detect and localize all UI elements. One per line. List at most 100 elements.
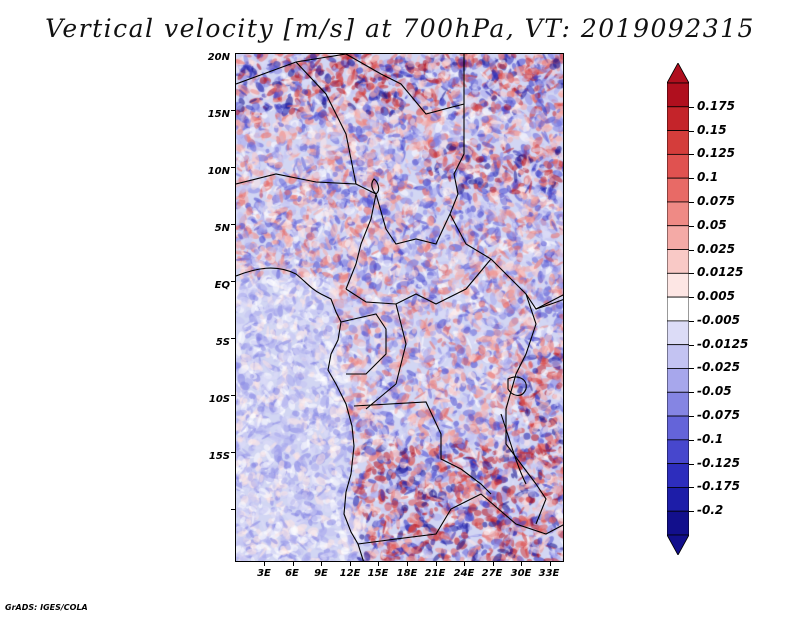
colorbar-swatch xyxy=(667,439,689,465)
country-borders xyxy=(236,54,563,561)
lat-tick xyxy=(231,110,235,111)
lon-label-18e: 18E xyxy=(396,568,418,579)
colorbar-label: 0.125 xyxy=(697,146,735,161)
border-congo-drc xyxy=(365,303,407,410)
lake-chad xyxy=(371,178,380,195)
colorbar-tick xyxy=(689,225,694,227)
colorbar-label: -0.0125 xyxy=(697,336,749,351)
lat-label-5s: 5S xyxy=(215,337,230,348)
border-drc-angola xyxy=(353,401,492,495)
border-drc-east xyxy=(505,293,537,485)
colorbar-swatch xyxy=(667,201,689,227)
colorbar-label: 0.15 xyxy=(697,122,727,137)
lat-tick xyxy=(231,338,235,339)
colorbar-label: -0.075 xyxy=(697,408,740,423)
colorbar-swatch xyxy=(667,225,689,250)
colorbar-swatch xyxy=(667,130,689,155)
colorbar-swatch xyxy=(667,487,689,512)
lon-label-33e: 33E xyxy=(538,568,560,579)
colorbar-tick xyxy=(689,439,694,441)
lat-tick xyxy=(231,281,235,282)
colorbar-tick xyxy=(689,154,694,156)
colorbar-label: -0.1 xyxy=(697,431,724,446)
lat-label-10s: 10S xyxy=(208,394,230,405)
lon-tick xyxy=(435,562,437,566)
colorbar-tick xyxy=(689,106,694,108)
colorbar-tick xyxy=(689,130,694,132)
colorbar-swatch xyxy=(667,463,689,488)
border-chad-sudan xyxy=(449,104,465,215)
colorbar-label: 0.05 xyxy=(697,217,727,232)
lat-label-15n: 15N xyxy=(207,109,230,120)
lon-tick xyxy=(378,562,380,566)
lat-tick xyxy=(231,167,235,168)
lat-label-20n: 20N xyxy=(207,52,230,63)
colorbar-min-arrow xyxy=(667,534,689,555)
grads-credit: GrADS: IGES/COLA xyxy=(5,603,88,612)
colorbar-tick xyxy=(689,297,694,299)
colorbar-swatch xyxy=(667,320,689,346)
border-niger-nigeria xyxy=(236,173,377,195)
colorbar-swatch xyxy=(667,272,689,298)
colorbar-label: -0.175 xyxy=(697,479,740,494)
colorbar-tick xyxy=(689,416,694,418)
lon-label-12e: 12E xyxy=(339,568,361,579)
lon-tick xyxy=(464,562,466,566)
lon-label-6e: 6E xyxy=(285,568,299,579)
colorbar-label: 0.005 xyxy=(697,289,735,304)
border-car-congo xyxy=(345,258,492,305)
colorbar-tick xyxy=(689,344,694,346)
lon-tick xyxy=(321,562,323,566)
colorbar-label: -0.005 xyxy=(697,312,740,327)
border-uganda xyxy=(535,299,563,310)
colorbar-label: 0.025 xyxy=(697,241,735,256)
colorbar-tick xyxy=(689,511,694,513)
colorbar-swatch xyxy=(667,249,689,274)
lon-label-24e: 24E xyxy=(453,568,475,579)
colorbar-tick xyxy=(689,178,694,180)
colorbar-tick xyxy=(689,249,694,251)
vertical-velocity-field xyxy=(236,54,563,561)
lon-label-21e: 21E xyxy=(424,568,446,579)
border-car-sudan xyxy=(449,213,563,310)
colorbar-swatch xyxy=(667,368,689,393)
lake-tanganyika xyxy=(500,413,527,485)
colorbar-label: 0.1 xyxy=(697,170,719,185)
lon-tick xyxy=(550,562,551,566)
colorbar-swatch xyxy=(667,344,689,369)
lon-tick xyxy=(492,562,494,566)
lake-victoria xyxy=(507,376,527,396)
border-angola-zambia xyxy=(357,493,563,545)
lat-label-eq: EQ xyxy=(214,280,230,291)
colorbar-tick xyxy=(689,487,694,489)
lat-tick xyxy=(231,395,235,396)
lat-tick xyxy=(231,509,235,510)
colorbar-label: -0.125 xyxy=(697,455,740,470)
border-niger-west xyxy=(295,61,357,185)
lat-label-10n: 10N xyxy=(207,166,230,177)
lon-tick xyxy=(264,562,265,566)
colorbar-swatch xyxy=(667,153,689,179)
border-tanzania xyxy=(535,483,547,525)
border-algeria xyxy=(236,54,347,85)
colorbar-tick xyxy=(689,392,694,394)
lon-label-9e: 9E xyxy=(314,568,328,579)
lat-label-15s: 15S xyxy=(208,451,230,462)
colorbar-tick xyxy=(689,273,694,275)
coastline xyxy=(236,267,364,561)
lon-tick xyxy=(292,562,294,566)
border-nigeria-cameroon xyxy=(345,193,377,290)
colorbar-label: -0.025 xyxy=(697,360,740,375)
colorbar-swatch xyxy=(667,391,689,417)
border-gabon xyxy=(340,313,387,375)
colorbar-max-arrow xyxy=(667,63,689,84)
colorbar xyxy=(667,63,689,555)
lon-tick xyxy=(521,562,523,566)
colorbar-label: 0.075 xyxy=(697,193,735,208)
colorbar-label: 0.175 xyxy=(697,98,735,113)
lon-tick xyxy=(349,562,351,566)
colorbar-swatch xyxy=(667,296,689,322)
lon-label-3e: 3E xyxy=(257,568,271,579)
border-chad-car xyxy=(375,193,451,245)
lat-tick xyxy=(231,224,235,225)
